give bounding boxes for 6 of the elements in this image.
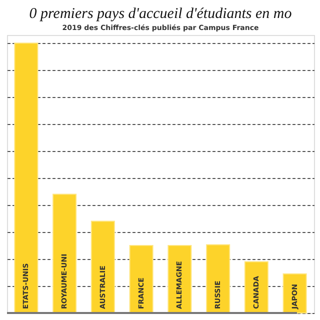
bar (129, 245, 154, 314)
bar (14, 42, 38, 314)
chart-title: 0 premiers pays d'accueil d'étudiants en mo (29, 6, 292, 22)
bar (90, 220, 115, 314)
bar (206, 244, 230, 314)
bar (52, 194, 77, 314)
